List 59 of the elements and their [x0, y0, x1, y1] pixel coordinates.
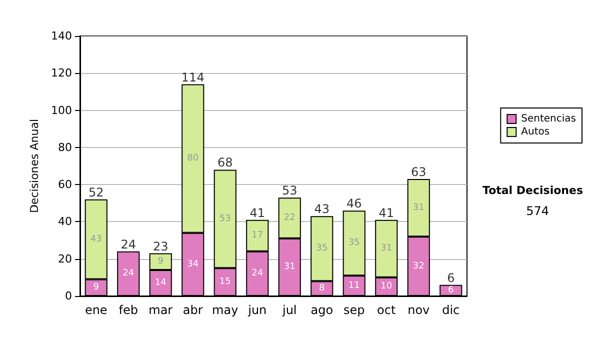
data-label: 10 [380, 282, 392, 292]
legend-label: Sentencias [521, 114, 576, 124]
y-tick-label: 100 [51, 104, 72, 117]
x-tick-label: sep [343, 303, 365, 317]
text: Total Decisiones [482, 184, 584, 197]
y-tick-label: 120 [51, 66, 72, 80]
x-tick-label: ene [84, 303, 108, 317]
data-label: 17 [252, 230, 264, 241]
data-label: 31 [412, 202, 424, 213]
data-label: 31 [380, 244, 392, 254]
y-axis-title: Decisiones Anual [28, 118, 42, 214]
data-label: 32 [412, 261, 424, 272]
total-label: 6 [447, 270, 455, 285]
y-tick-label: 20 [58, 252, 72, 266]
data-label: 11 [348, 280, 360, 291]
data-label: 34 [187, 259, 199, 270]
total-label: 68 [217, 156, 233, 170]
x-tick-label: may [212, 303, 238, 317]
x-tick-label: mar [148, 303, 173, 317]
data-label: 14 [154, 278, 167, 288]
y-tick-label: 0 [65, 290, 72, 302]
total-label: 46 [346, 196, 362, 211]
data-label: 80 [187, 154, 199, 164]
total-label: 23 [152, 239, 168, 254]
data-label: 53 [219, 214, 231, 224]
total-label: 24 [120, 237, 136, 252]
text: 574 [526, 204, 549, 218]
y-tick-label: 140 [51, 30, 72, 42]
x-tick-label: oct [377, 303, 396, 317]
total-label: 43 [314, 202, 330, 216]
data-label: 6 [448, 285, 454, 296]
x-tick-label: jun [247, 303, 267, 317]
legend-label: Autos [521, 126, 550, 138]
data-label: 8 [319, 284, 326, 294]
total-label: 53 [282, 184, 298, 198]
x-tick-label: jul [281, 303, 297, 317]
x-tick-label: feb [118, 303, 138, 317]
total-label: 41 [250, 206, 266, 220]
x-tick-label: nov [408, 303, 430, 317]
data-label: 43 [90, 234, 102, 244]
data-label: 24 [122, 268, 134, 279]
data-label: 35 [348, 238, 360, 248]
total-label: 41 [378, 206, 394, 220]
x-tick-label: dic [442, 303, 460, 317]
data-label: 22 [284, 213, 296, 223]
x-tick-label: abr [182, 303, 203, 317]
total-label: 52 [88, 185, 104, 200]
total-label: 114 [181, 70, 204, 84]
data-label: 9 [93, 282, 100, 293]
y-tick-label: 40 [58, 215, 72, 228]
data-label: 35 [316, 244, 328, 254]
data-label: 9 [158, 256, 164, 267]
x-tick-label: ago [310, 303, 334, 317]
y-tick-label: 80 [58, 140, 72, 154]
data-label: 31 [284, 262, 296, 272]
y-tick-label: 60 [58, 178, 72, 192]
data-label: 24 [252, 268, 264, 279]
total-label: 63 [410, 165, 426, 179]
data-label: 15 [219, 277, 231, 288]
